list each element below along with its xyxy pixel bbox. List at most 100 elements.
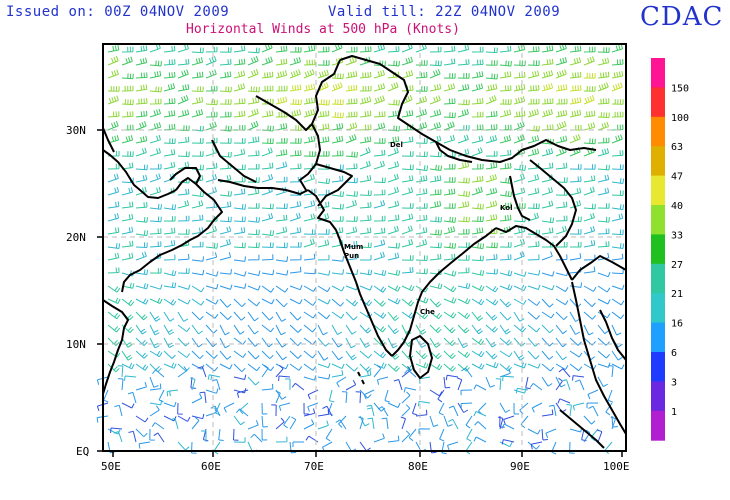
wind-barb: [387, 214, 400, 222]
wind-barb: [373, 189, 386, 196]
wind-barb: [107, 45, 120, 53]
wind-barb: [331, 43, 343, 53]
wind-barb: [541, 70, 554, 79]
wind-barb: [191, 57, 204, 66]
wind-barb: [401, 164, 414, 171]
valid-label: Valid till: 22Z 04NOV 2009: [328, 4, 561, 20]
legend-swatch: [651, 87, 665, 118]
wind-barb: [443, 337, 456, 347]
wind-barb: [443, 58, 456, 66]
wind-barb: [359, 370, 372, 378]
wind-barb: [471, 59, 484, 66]
wind-barb: [499, 162, 512, 170]
wind-barb: [415, 86, 428, 92]
wind-barb: [233, 363, 246, 373]
wind-barb: [121, 240, 134, 248]
wind-barb: [471, 255, 484, 262]
wind-barb: [163, 401, 177, 408]
lon-label-70e: 70E: [304, 460, 324, 473]
wind-barb: [149, 147, 161, 157]
wind-barb: [373, 311, 387, 319]
wind-barb: [163, 204, 177, 211]
wind-barb: [527, 350, 540, 360]
wind-barb: [457, 161, 470, 170]
wind-barb: [466, 428, 473, 442]
wind-barb: [384, 389, 390, 403]
wind-barb: [513, 311, 525, 322]
wind-barb: [261, 56, 273, 66]
wind-barb: [247, 177, 260, 183]
wind-barb: [289, 163, 302, 170]
wind-barb: [611, 204, 625, 211]
wind-barb: [541, 311, 555, 319]
wind-barb: [121, 324, 134, 333]
legend-swatch: [651, 205, 665, 235]
wind-barb: [611, 111, 624, 118]
wind-barb: [611, 71, 624, 79]
wind-barb: [561, 379, 571, 391]
wind-barb: [583, 266, 596, 274]
wind-barb: [135, 57, 148, 66]
wind-barb: [317, 324, 328, 336]
wind-barb: [177, 284, 191, 290]
wind-barb: [151, 422, 165, 430]
wind-barb: [448, 418, 459, 430]
city-label-mumbai: Mum: [344, 243, 363, 251]
wind-barb: [275, 161, 288, 170]
wind-barb: [471, 163, 484, 170]
wind-barb: [107, 121, 119, 131]
lat-label-20n: 20N: [66, 231, 86, 244]
wind-barb: [121, 151, 134, 157]
wind-barb: [359, 110, 372, 118]
wind-barb: [248, 164, 260, 170]
wind-barb: [583, 46, 596, 53]
wind-barb: [597, 241, 610, 248]
wind-barb: [247, 47, 260, 54]
wind-barb: [513, 203, 526, 209]
wind-barb: [373, 43, 386, 53]
wind-barb: [359, 441, 371, 452]
wind-barb: [149, 284, 163, 290]
wind-barb: [485, 376, 495, 388]
wind-barb: [597, 228, 610, 235]
wind-barb: [597, 137, 610, 144]
wind-barb: [121, 73, 134, 80]
wind-barb: [345, 56, 357, 66]
wind-barb: [149, 324, 160, 336]
wind-barb: [569, 97, 582, 105]
wind-barb: [373, 324, 387, 333]
wind-barb: [177, 415, 191, 422]
wind-barb: [373, 298, 386, 307]
wind-barb: [443, 297, 457, 304]
wind-barb: [233, 256, 246, 262]
lon-label-60e: 60E: [201, 460, 221, 473]
wind-barb: [247, 188, 260, 196]
wind-barb: [513, 324, 527, 333]
cdac-logo: CDAC: [640, 2, 724, 32]
wind-barb: [373, 177, 386, 184]
wind-barb: [527, 428, 541, 435]
wind-barb: [611, 229, 624, 236]
wind-barb: [247, 324, 259, 335]
wind-barb: [233, 324, 245, 335]
wind-barb: [331, 191, 345, 197]
wind-barb: [471, 350, 485, 358]
wind-barb: [275, 58, 288, 66]
wind-barb: [473, 436, 487, 443]
wind-barb: [359, 242, 372, 249]
wind-barb: [121, 124, 134, 131]
wind-barb: [555, 109, 568, 118]
wind-barb: [289, 200, 302, 209]
wind-barb: [583, 95, 595, 105]
wind-barb: [121, 362, 135, 370]
wind-barb: [177, 337, 190, 347]
wind-barb: [404, 369, 417, 378]
wind-barb: [191, 86, 204, 92]
wind-barb: [373, 200, 386, 209]
wind-barb: [163, 161, 176, 170]
wind-barb: [569, 337, 582, 346]
wind-barb: [457, 73, 470, 79]
wind-barb: [247, 216, 260, 223]
wind-barb: [499, 402, 511, 413]
wind-barb: [261, 428, 268, 441]
